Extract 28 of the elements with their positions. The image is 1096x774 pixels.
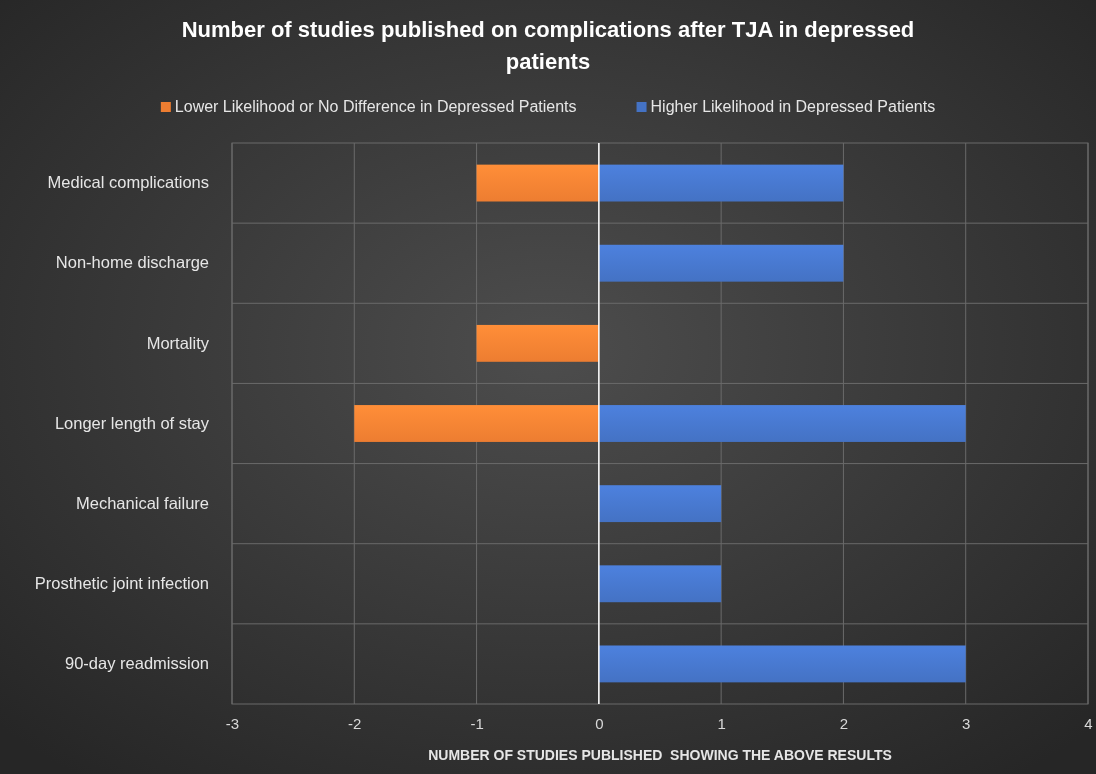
bar	[598, 485, 722, 523]
y-tick-label: 90-day readmission	[65, 654, 209, 673]
x-tick-label: 0	[595, 714, 604, 732]
bar	[598, 244, 844, 282]
x-tick-label: -2	[348, 714, 362, 732]
x-tick-label: 1	[717, 714, 726, 732]
x-tick-label: 4	[1084, 714, 1093, 732]
y-tick-label: Longer length of stay	[54, 413, 210, 432]
legend-label: Higher Likelihood in Depressed Patients	[650, 98, 936, 115]
bar	[598, 164, 844, 202]
y-tick-label: Mortality	[146, 333, 210, 352]
bar	[476, 164, 599, 202]
bar	[598, 645, 966, 683]
y-tick-label: Medical complications	[47, 173, 209, 192]
y-tick-label: Mechanical failure	[76, 493, 209, 512]
x-tick-label: -3	[225, 714, 240, 732]
x-axis-title: NUMBER OF STUDIES PUBLISHED SHOWING THE ABOVE RESULTS	[428, 747, 892, 763]
chart-title: Number of studies published on complications after TJA in depressed patients	[181, 17, 915, 74]
bar	[476, 324, 599, 362]
bar	[598, 405, 966, 442]
y-tick-label: Non-home discharge	[55, 253, 209, 272]
y-tick-label: Prosthetic joint infection	[34, 574, 209, 593]
x-tick-label: 3	[962, 714, 971, 732]
x-tick-label: 2	[839, 714, 849, 732]
legend-label: Lower Likelihood or No Difference in Depressed Patients	[174, 98, 577, 115]
bar	[354, 405, 599, 442]
x-tick-label: -1	[470, 714, 484, 732]
bar	[598, 565, 722, 603]
